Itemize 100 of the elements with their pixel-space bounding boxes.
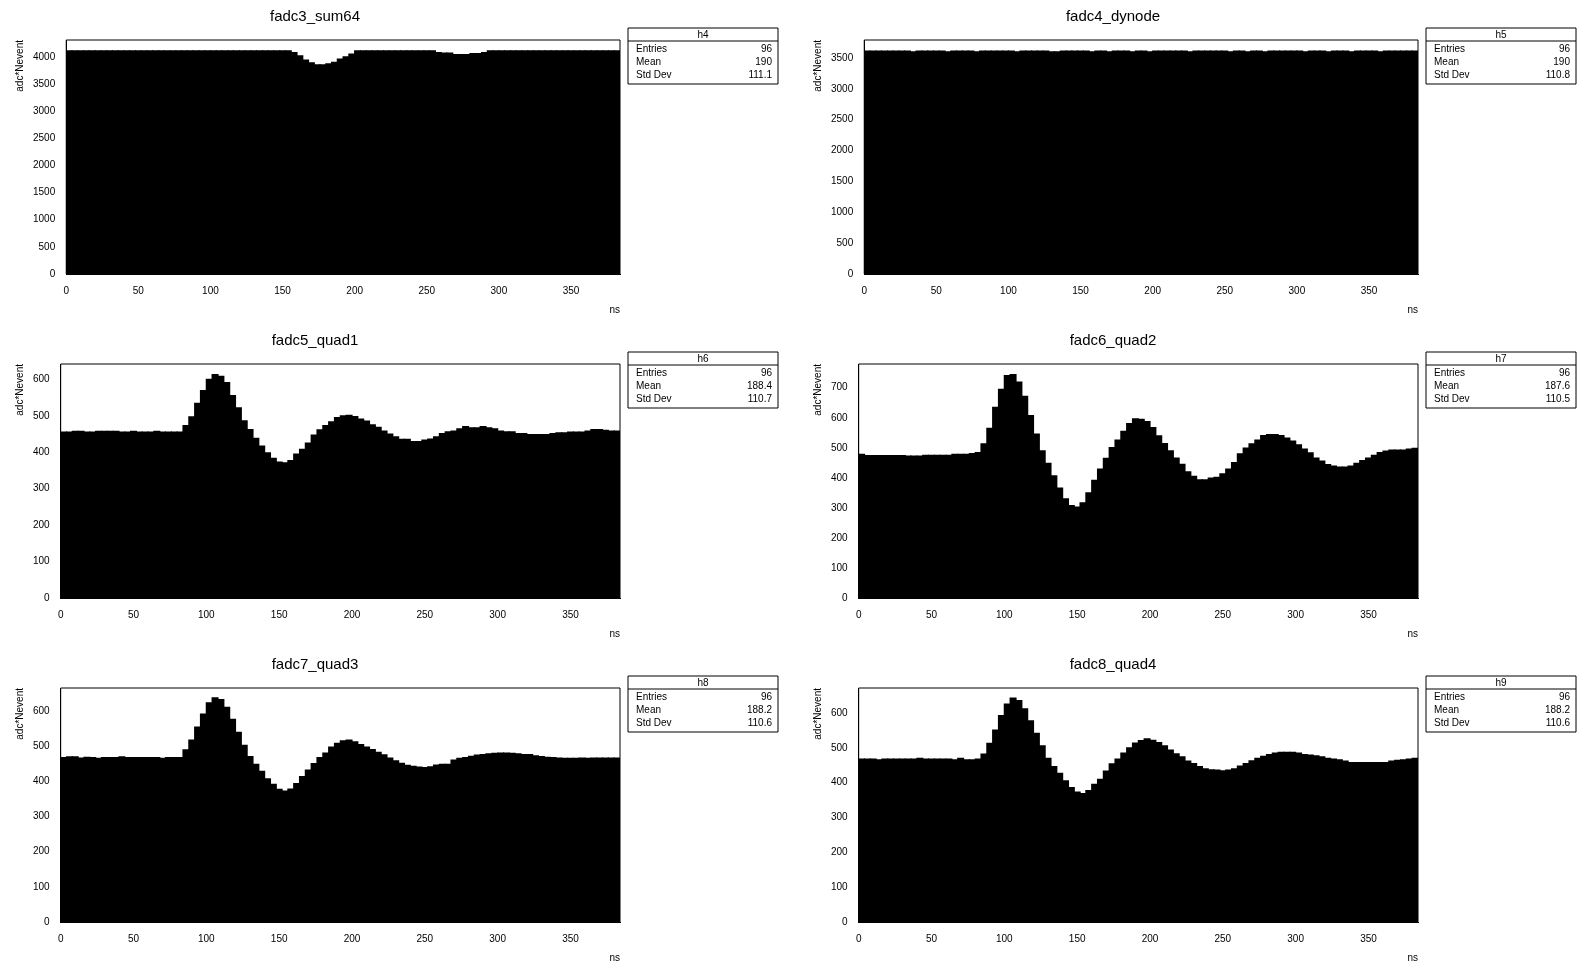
- x-tick-label: 100: [996, 608, 1014, 620]
- text: Mean: [1434, 704, 1460, 716]
- x-tick-label: 50: [925, 608, 938, 620]
- text: 187.6: [1544, 380, 1571, 392]
- text: 190: [1553, 56, 1571, 68]
- y-axis-title: adc*Nevent: [13, 687, 25, 740]
- x-tick-label: 100: [1000, 284, 1018, 296]
- y-tick-label: 3500: [831, 51, 854, 63]
- text: Std Dev: [636, 717, 672, 729]
- y-tick-label: 4000: [33, 50, 56, 62]
- y-tick-label: 100: [831, 561, 849, 573]
- y-tick-label: 100: [831, 880, 849, 892]
- y-tick-label: 1000: [831, 206, 854, 218]
- y-tick-label: 0: [49, 267, 56, 279]
- x-tick-label: 0: [57, 932, 64, 944]
- y-tick-label: 300: [831, 501, 849, 513]
- x-tick-label: 250: [1216, 284, 1234, 296]
- chart-title: fadc7_quad3: [271, 655, 359, 673]
- chart-title: fadc8_quad4: [1069, 655, 1157, 673]
- text: h9: [1495, 677, 1507, 689]
- text: Std Dev: [636, 69, 672, 81]
- y-tick-label: 600: [831, 411, 849, 423]
- x-tick-label: 200: [346, 284, 364, 296]
- x-tick-label: 250: [416, 608, 434, 620]
- x-tick-label: 250: [418, 284, 436, 296]
- x-tick-label: 300: [489, 932, 507, 944]
- y-tick-label: 500: [831, 741, 849, 753]
- x-axis-title: ns: [609, 303, 620, 315]
- y-axis-title: adc*Nevent: [13, 363, 25, 416]
- text: 96: [760, 691, 773, 703]
- x-axis-title: ns: [1407, 627, 1418, 639]
- text: h4: [697, 29, 709, 41]
- text: h8: [697, 677, 709, 689]
- x-tick-label: 150: [270, 608, 288, 620]
- text: Std Dev: [636, 393, 672, 405]
- y-axis-title: adc*Nevent: [811, 39, 823, 92]
- text: h5: [1495, 29, 1507, 41]
- x-tick-label: 350: [1360, 932, 1378, 944]
- text: 96: [760, 43, 773, 55]
- x-tick-label: 0: [57, 608, 64, 620]
- y-axis-title: adc*Nevent: [13, 39, 25, 92]
- y-tick-label: 200: [33, 845, 51, 857]
- y-tick-label: 400: [831, 471, 849, 483]
- x-axis-title: ns: [609, 627, 620, 639]
- y-tick-label: 2500: [831, 113, 854, 125]
- text: Std Dev: [1434, 69, 1470, 81]
- x-tick-label: 50: [925, 932, 938, 944]
- text: 96: [1558, 691, 1571, 703]
- y-tick-label: 500: [38, 240, 56, 252]
- y-tick-label: 400: [831, 776, 849, 788]
- x-axis-title: ns: [1407, 951, 1418, 963]
- text: 96: [1558, 43, 1571, 55]
- y-tick-label: 300: [33, 810, 51, 822]
- text: Entries: [1434, 367, 1466, 379]
- y-tick-label: 3000: [831, 82, 854, 94]
- y-tick-label: 500: [33, 739, 51, 751]
- text: h6: [697, 353, 709, 365]
- x-tick-label: 200: [343, 932, 361, 944]
- x-tick-label: 350: [562, 608, 580, 620]
- text: 188.2: [1544, 704, 1571, 716]
- x-tick-label: 250: [416, 932, 434, 944]
- y-tick-label: 2500: [33, 132, 56, 144]
- chart-title: fadc5_quad1: [271, 331, 359, 349]
- x-tick-label: 300: [1288, 284, 1306, 296]
- text: Std Dev: [1434, 393, 1470, 405]
- x-tick-label: 50: [127, 932, 140, 944]
- text: h7: [1495, 353, 1507, 365]
- text: 96: [760, 367, 773, 379]
- y-tick-label: 200: [831, 531, 849, 543]
- text: 188.4: [746, 380, 773, 392]
- x-tick-label: 0: [855, 932, 862, 944]
- text: Entries: [636, 691, 668, 703]
- x-tick-label: 150: [1068, 608, 1086, 620]
- x-tick-label: 150: [1072, 284, 1090, 296]
- x-tick-label: 50: [132, 284, 145, 296]
- x-tick-label: 0: [855, 608, 862, 620]
- y-tick-label: 0: [847, 267, 854, 279]
- y-tick-label: 1000: [33, 213, 56, 225]
- y-tick-label: 500: [33, 409, 51, 421]
- y-tick-label: 100: [33, 880, 51, 892]
- text: 96: [1558, 367, 1571, 379]
- x-tick-label: 100: [198, 608, 216, 620]
- text: 110.7: [747, 393, 773, 405]
- text: 110.5: [1545, 393, 1571, 405]
- x-tick-label: 200: [1141, 608, 1159, 620]
- y-tick-label: 0: [44, 915, 51, 927]
- text: 110.8: [1545, 69, 1571, 81]
- y-tick-label: 3500: [33, 77, 56, 89]
- y-tick-label: 0: [842, 915, 849, 927]
- y-tick-label: 3000: [33, 104, 56, 116]
- y-tick-label: 600: [33, 704, 51, 716]
- x-tick-label: 250: [1214, 608, 1232, 620]
- text: Entries: [1434, 43, 1466, 55]
- text: Mean: [1434, 380, 1460, 392]
- x-tick-label: 100: [202, 284, 220, 296]
- y-tick-label: 300: [831, 811, 849, 823]
- x-tick-label: 200: [1141, 932, 1159, 944]
- text: Entries: [1434, 691, 1466, 703]
- y-tick-label: 400: [33, 445, 51, 457]
- chart-title: fadc6_quad2: [1069, 331, 1157, 349]
